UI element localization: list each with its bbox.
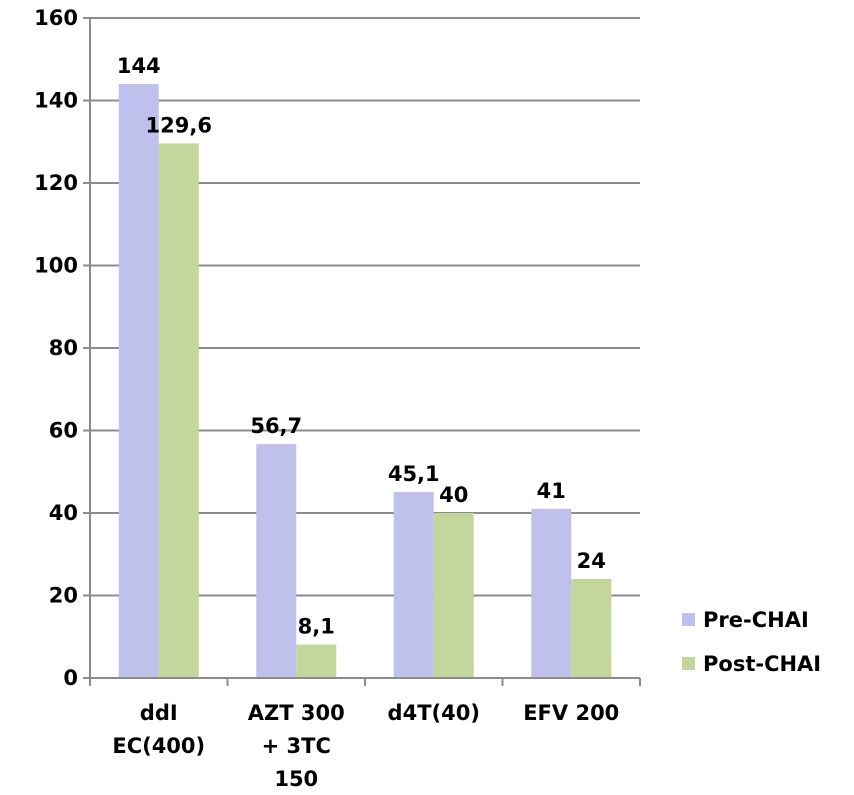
y-axis-ticks: 0 20 40 60 80 100 120 140 160 [34,6,78,690]
bar [393,491,434,678]
y-tick-label: 40 [49,501,78,525]
data-label: 41 [537,479,566,503]
data-label: 45,1 [388,462,440,486]
data-label: 56,7 [250,414,302,438]
data-label: 129,6 [146,113,212,137]
data-label: 40 [439,483,468,507]
axes [83,17,641,686]
bar [296,644,337,678]
y-tick-label: 100 [34,254,78,278]
bars [118,84,612,678]
data-labels: 144 56,7 45,1 41 129,6 8,1 40 24 [117,54,606,639]
y-tick-label: 80 [49,336,78,360]
x-tick-label: d4T(40) [388,701,480,725]
bar [531,508,572,678]
y-tick-label: 120 [34,171,78,195]
bar [571,579,612,678]
legend-label: Post-CHAI [703,652,821,676]
bar [118,84,159,678]
bar [256,444,297,678]
data-label: 8,1 [298,615,335,639]
x-tick-label: + 3TC [262,734,331,758]
y-tick-label: 60 [49,419,78,443]
legend-label: Pre-CHAI [703,608,809,632]
y-tick-label: 20 [49,584,78,608]
x-axis-ticks: ddI EC(400) AZT 300 + 3TC 150 d4T(40) EFV 200 [112,701,619,791]
y-tick-label: 0 [63,666,78,690]
x-tick-label: ddI [140,701,178,725]
data-label: 24 [577,549,606,573]
legend-swatch [682,613,695,626]
bar [433,513,474,678]
legend: Pre-CHAI Post-CHAI [682,608,821,676]
x-tick-label: EFV 200 [523,701,619,725]
y-tick-label: 140 [34,89,78,113]
bar [158,143,199,678]
y-tick-label: 160 [34,6,78,30]
x-tick-label: 150 [274,767,318,791]
legend-swatch [682,657,695,670]
x-tick-label: EC(400) [112,734,205,758]
data-label: 144 [117,54,161,78]
x-tick-label: AZT 300 [248,701,345,725]
